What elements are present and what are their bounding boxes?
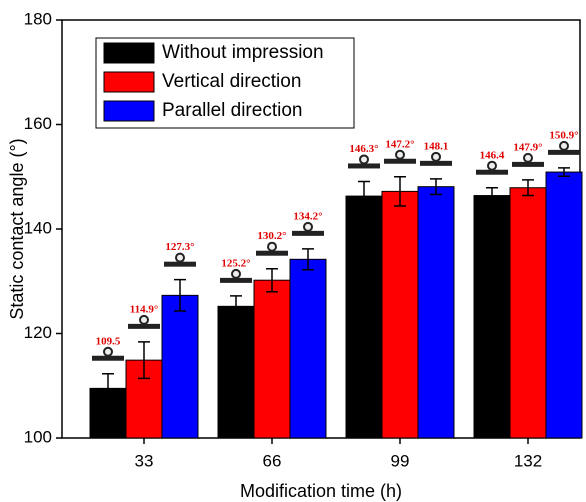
x-tick-label: 33 xyxy=(135,451,154,470)
x-tick-label: 132 xyxy=(514,451,542,470)
legend-swatch xyxy=(103,71,155,93)
error-bar xyxy=(394,176,406,207)
droplet-substrate xyxy=(256,250,288,256)
value-label: 146.4 xyxy=(480,149,505,161)
value-label: 130.2° xyxy=(257,230,286,242)
droplet-substrate xyxy=(420,160,452,166)
droplet-substrate xyxy=(164,261,196,267)
droplet-substrate xyxy=(128,323,160,329)
droplet xyxy=(395,149,405,160)
error-bar xyxy=(174,278,186,312)
bar xyxy=(381,190,419,439)
bar xyxy=(345,195,383,439)
droplet xyxy=(559,140,569,151)
bar xyxy=(545,171,583,439)
y-tick-label: 120 xyxy=(24,323,52,342)
legend-label: Vertical direction xyxy=(162,71,301,92)
droplet xyxy=(303,221,313,232)
y-tick-label: 140 xyxy=(24,218,52,237)
error-bar xyxy=(102,372,114,404)
error-bar xyxy=(522,179,534,197)
bar xyxy=(417,186,455,439)
droplet xyxy=(175,252,185,263)
legend-label: Without impression xyxy=(162,42,324,63)
value-label: 146.3° xyxy=(349,143,378,155)
legend-swatch xyxy=(103,42,155,64)
value-label: 134.2° xyxy=(293,210,322,222)
bar xyxy=(473,195,511,439)
droplet-substrate xyxy=(348,163,380,169)
droplet xyxy=(523,152,533,163)
droplet xyxy=(139,314,149,325)
bar xyxy=(253,279,291,439)
value-label: 114.9° xyxy=(130,303,159,315)
error-bar xyxy=(486,186,498,205)
error-bar xyxy=(266,267,278,293)
value-label: 147.9° xyxy=(513,141,542,153)
droplet-substrate xyxy=(384,158,416,164)
error-bar xyxy=(358,180,370,212)
error-bar xyxy=(138,341,150,380)
value-label: 150.9° xyxy=(549,129,578,141)
droplet-substrate xyxy=(220,277,252,283)
bar xyxy=(161,294,199,439)
droplet xyxy=(487,160,497,171)
droplet xyxy=(103,346,113,357)
droplet xyxy=(267,241,277,252)
legend-label: Parallel direction xyxy=(162,100,302,121)
droplet xyxy=(431,151,441,162)
droplet-substrate xyxy=(512,161,544,167)
y-tick-label: 180 xyxy=(24,9,52,28)
error-bar xyxy=(230,295,242,318)
bar xyxy=(289,258,327,439)
droplet-substrate xyxy=(292,230,324,236)
x-axis-label: Modification time (h) xyxy=(240,481,402,501)
bar xyxy=(509,187,547,439)
y-tick-label: 100 xyxy=(24,427,52,446)
error-bar xyxy=(430,178,442,196)
value-label: 148.1 xyxy=(424,140,449,152)
y-tick-label: 160 xyxy=(24,114,52,133)
x-tick-label: 66 xyxy=(263,451,282,470)
value-label: 147.2° xyxy=(385,138,414,150)
x-tick-label: 99 xyxy=(391,451,410,470)
error-bar xyxy=(302,248,314,271)
value-label: 125.2° xyxy=(221,257,250,269)
droplet-substrate xyxy=(548,149,580,155)
bar xyxy=(217,305,255,439)
droplet-substrate xyxy=(92,355,124,361)
error-bar xyxy=(558,167,570,177)
legend-swatch xyxy=(103,100,155,122)
y-axis-label: Static contact angle (°) xyxy=(7,138,27,319)
value-label: 109.5 xyxy=(96,335,121,347)
droplet-substrate xyxy=(476,169,508,175)
droplet xyxy=(359,154,369,165)
value-label: 127.3° xyxy=(165,241,194,253)
droplet xyxy=(231,268,241,279)
